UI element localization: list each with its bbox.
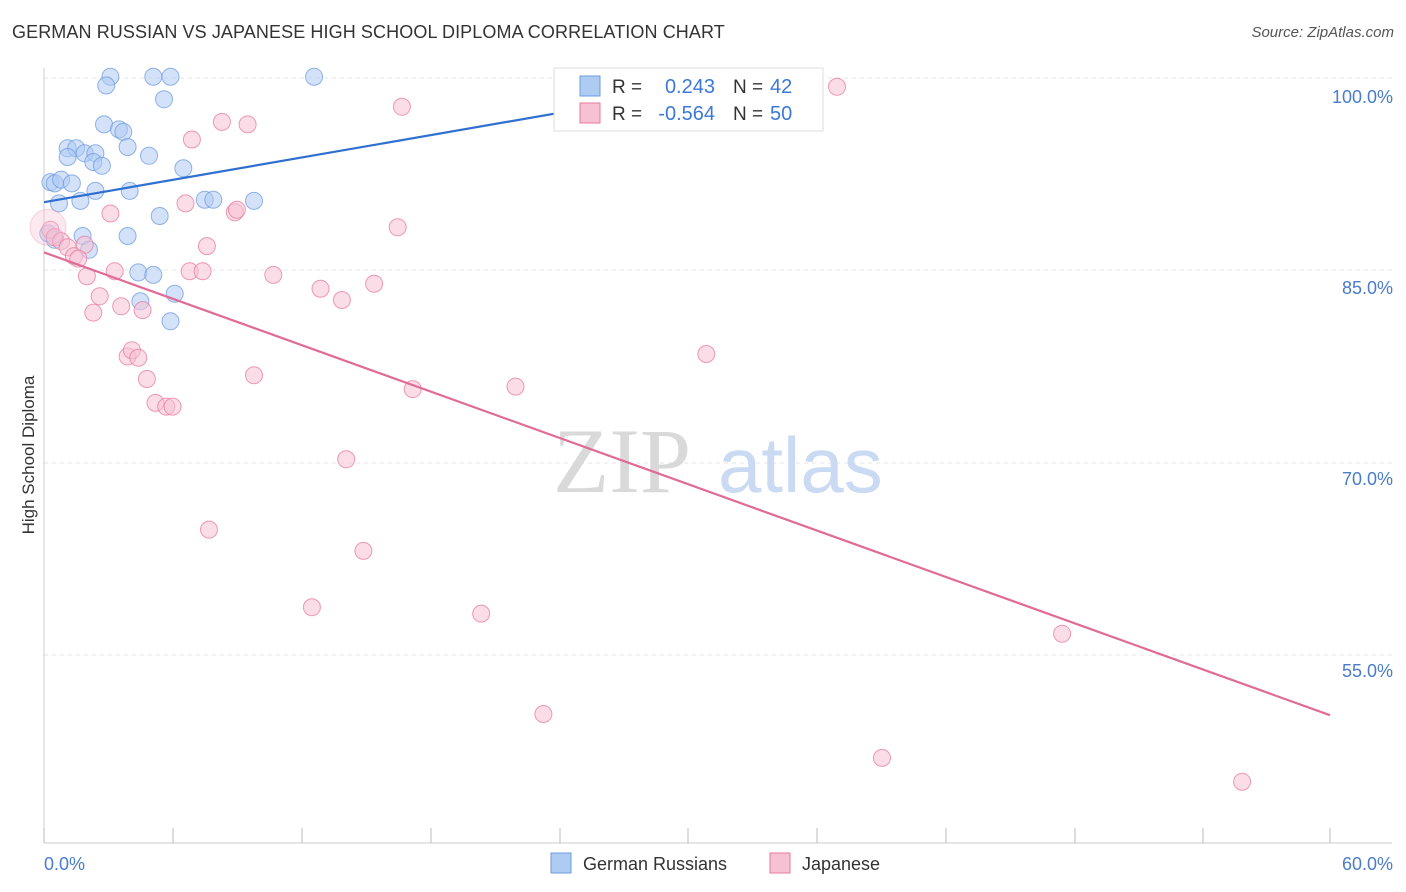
r-label: R = (612, 104, 642, 125)
japanese-point (129, 348, 148, 367)
japanese-point (697, 345, 716, 363)
german-russians-point (144, 67, 163, 86)
german-russians-point (62, 174, 81, 193)
japanese-point (388, 218, 407, 237)
german-russians-point (144, 265, 163, 284)
legend-german-russians-swatch (550, 852, 572, 874)
japanese-point (264, 265, 283, 284)
watermark: ZIP atlas (553, 410, 883, 512)
legend-japanese-label: Japanese (802, 854, 880, 874)
german-russians-point (118, 227, 137, 245)
japanese-point (311, 279, 330, 298)
chart-title: GERMAN RUSSIAN VS JAPANESE HIGH SCHOOL D… (12, 22, 725, 42)
german-russians-point (86, 181, 105, 200)
german-russians-point (155, 90, 173, 109)
n-value: 42 (770, 76, 792, 98)
r-value: -0.564 (658, 103, 715, 125)
japanese-point (182, 130, 201, 149)
japanese-point (534, 705, 553, 723)
german-russians-point (150, 207, 169, 225)
stats-legend: R = 0.243 N = 42 R = -0.564 N = 50 (553, 67, 824, 132)
german-russians-point (118, 138, 137, 156)
japanese-point (29, 208, 67, 246)
japanese-point (176, 194, 195, 213)
japanese-point (472, 604, 491, 623)
german-russians-point (58, 148, 77, 166)
japanese-point (212, 112, 231, 131)
japanese-point (193, 262, 212, 281)
tick-labels: 100.0% 85.0% 70.0% 55.0% 0.0% 60.0% (44, 87, 1393, 874)
japanese-point (163, 397, 182, 416)
r-label: R = (612, 77, 642, 98)
german-russians-point (92, 156, 111, 175)
bottom-legend: German Russians Japanese (550, 852, 880, 874)
german-russians-point (305, 67, 324, 86)
japanese-swatch (579, 102, 601, 124)
german-russians-swatch (579, 75, 601, 97)
japanese-point (200, 520, 218, 539)
german-russians-point (174, 159, 193, 178)
japanese-point (506, 377, 525, 396)
r-value: 0.243 (665, 76, 715, 98)
japanese-point (84, 303, 103, 322)
legend-german-russians-label: German Russians (583, 854, 727, 874)
japanese-point (302, 598, 321, 617)
y-tick-label: 85.0% (1342, 278, 1393, 298)
japanese-point (90, 287, 109, 306)
japanese-point (354, 541, 373, 560)
japanese-point (112, 297, 131, 316)
german-russians-trend-line (43, 100, 623, 204)
source-label: Source: ZipAtlas.com (1251, 24, 1394, 41)
japanese-point (332, 291, 351, 309)
watermark-atlas: atlas (718, 421, 883, 509)
japanese-point (392, 97, 411, 116)
german-russians-point (161, 312, 180, 331)
japanese-point (238, 115, 257, 134)
trend-lines (43, 100, 1331, 717)
german-russians-point (97, 76, 116, 95)
german-russians-point (120, 181, 139, 200)
japanese-point (245, 366, 263, 385)
german-russians-point (204, 190, 223, 209)
japanese-point (828, 77, 846, 96)
x-tick-label: 0.0% (44, 854, 85, 874)
german-russians-point (140, 146, 158, 165)
y-axis-label: High School Diploma (19, 375, 38, 534)
y-tick-label: 100.0% (1332, 87, 1393, 107)
german-russians-point (245, 191, 263, 210)
axes (43, 68, 1392, 844)
y-tick-label: 70.0% (1342, 469, 1393, 489)
japanese-point (227, 200, 246, 219)
n-value: 50 (770, 103, 792, 125)
japanese-point (197, 237, 216, 256)
german-russians-point (95, 115, 113, 134)
german-russians-point (114, 122, 133, 141)
german-russians-point (161, 67, 180, 86)
n-label: N = (733, 104, 763, 125)
y-tick-label: 55.0% (1342, 661, 1393, 681)
japanese-point (365, 274, 384, 293)
japanese-point (137, 370, 156, 388)
japanese-point (101, 204, 120, 223)
n-label: N = (733, 77, 763, 98)
data-points (29, 67, 1252, 791)
japanese-point (1053, 624, 1072, 643)
x-tick-label: 60.0% (1342, 854, 1393, 874)
legend-japanese-swatch (769, 852, 791, 874)
german-russians-point (129, 263, 148, 282)
japanese-trend-line (43, 251, 1331, 717)
gridlines (44, 77, 1392, 656)
japanese-point (133, 301, 152, 320)
japanese-point (337, 450, 356, 469)
japanese-point (1233, 772, 1252, 791)
japanese-point (873, 748, 891, 767)
